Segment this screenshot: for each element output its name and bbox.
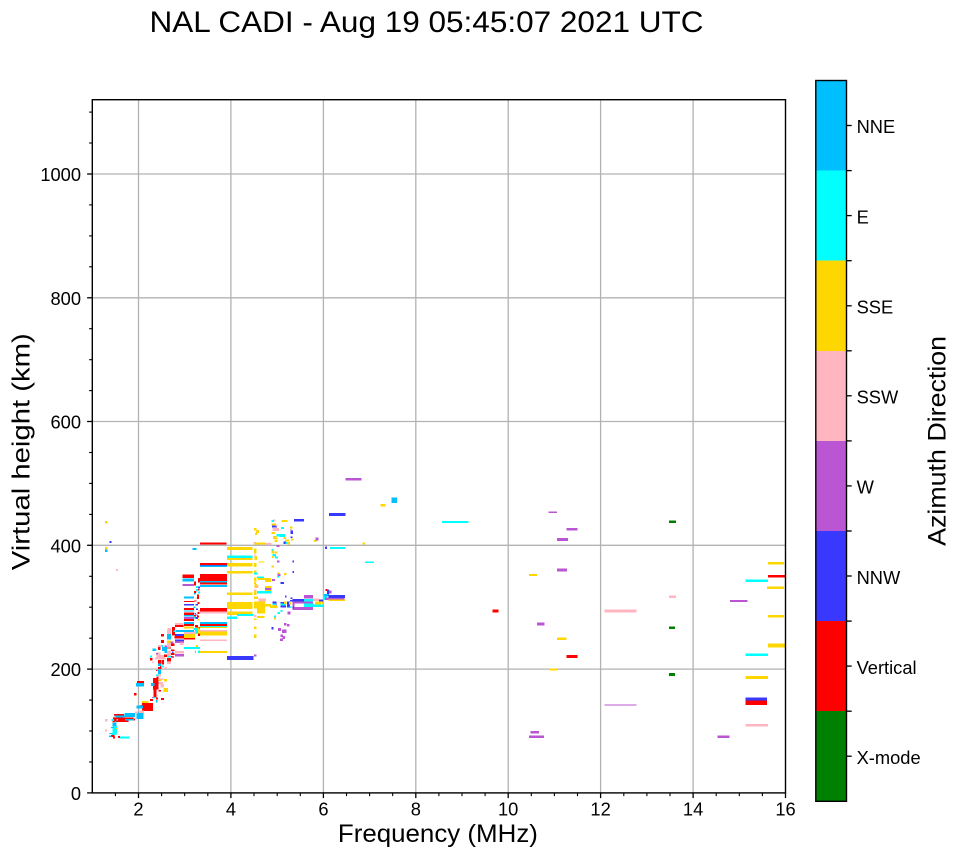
svg-text:4: 4	[226, 799, 236, 820]
svg-text:200: 200	[50, 659, 81, 680]
svg-text:NAL CADI - Aug 19 05:45:07 202: NAL CADI - Aug 19 05:45:07 2021 UTC	[150, 6, 704, 39]
svg-text:12: 12	[590, 799, 610, 820]
svg-text:SSE: SSE	[857, 296, 894, 317]
svg-text:2: 2	[133, 799, 143, 820]
svg-text:Virtual height (km): Virtual height (km)	[8, 333, 36, 570]
svg-text:600: 600	[50, 412, 81, 433]
svg-text:E: E	[857, 206, 869, 227]
svg-text:W: W	[857, 477, 875, 498]
svg-text:800: 800	[50, 288, 81, 309]
svg-text:14: 14	[683, 799, 703, 820]
svg-text:NNW: NNW	[857, 567, 901, 588]
svg-text:Frequency (MHz): Frequency (MHz)	[338, 820, 538, 848]
svg-text:8: 8	[411, 799, 421, 820]
svg-text:1000: 1000	[40, 164, 81, 185]
svg-text:0: 0	[71, 783, 81, 804]
svg-text:Azimuth Direction: Azimuth Direction	[924, 336, 952, 546]
svg-text:10: 10	[498, 799, 518, 820]
svg-text:6: 6	[318, 799, 328, 820]
svg-text:X-mode: X-mode	[857, 747, 921, 768]
svg-text:16: 16	[775, 799, 795, 820]
svg-text:SSW: SSW	[857, 387, 899, 408]
svg-text:Vertical: Vertical	[857, 657, 917, 678]
svg-text:NNE: NNE	[857, 116, 896, 137]
svg-text:400: 400	[50, 535, 81, 556]
